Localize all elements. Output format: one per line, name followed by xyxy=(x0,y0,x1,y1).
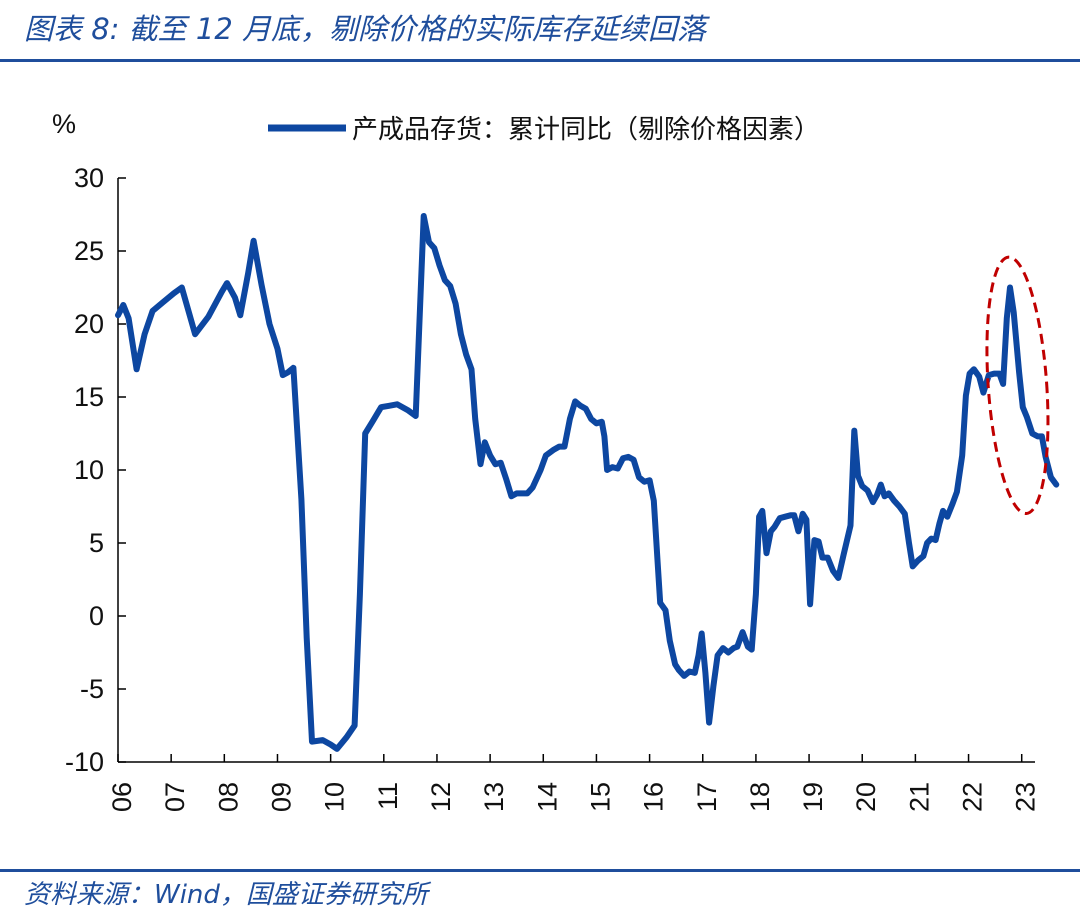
x-tick-label: 17 xyxy=(692,782,722,812)
legend-label: 产成品存货：累计同比（剔除价格因素） xyxy=(352,115,820,145)
y-tick-label: -10 xyxy=(65,747,104,777)
x-tick-label: 13 xyxy=(479,782,509,812)
series-line xyxy=(115,213,1060,752)
y-tick-label: 15 xyxy=(74,382,104,412)
y-axis: 30 25 20 15 10 5 0 -5 -10 xyxy=(65,163,126,777)
x-tick-label: 18 xyxy=(745,782,775,812)
chart-title: 图表 8: 截至 12 月底，剔除价格的实际库存延续回落 xyxy=(24,12,706,46)
y-tick-label: 30 xyxy=(74,163,104,193)
y-tick-label: 25 xyxy=(74,236,104,266)
x-tick-label: 19 xyxy=(798,782,828,812)
x-tick-label: 14 xyxy=(532,782,562,812)
x-tick-label: 11 xyxy=(373,782,403,810)
x-tick-label: 06 xyxy=(107,782,137,812)
source-note: 资料来源：Wind，国盛证券研究所 xyxy=(24,880,428,910)
y-tick-label: 0 xyxy=(89,601,104,631)
y-tick-label: 20 xyxy=(74,309,104,339)
x-tick-label: 08 xyxy=(213,782,243,812)
y-tick-label: 5 xyxy=(89,528,104,558)
y-tick-label: 10 xyxy=(74,455,104,485)
x-tick-label: 07 xyxy=(160,782,190,812)
x-axis: 06 07 08 09 10 11 12 13 14 15 16 17 18 19 20 21 22 23 xyxy=(107,754,1041,812)
x-tick-label: 09 xyxy=(266,782,296,812)
y-axis-unit: % xyxy=(52,109,76,139)
x-tick-label: 10 xyxy=(320,782,350,812)
highlight-ellipse xyxy=(985,255,1050,516)
x-tick-label: 12 xyxy=(426,782,456,812)
footer-divider xyxy=(0,869,1080,872)
line-chart: 产成品存货：累计同比（剔除价格因素） % 30 25 20 15 10 5 0 -5 -10 0… xyxy=(52,109,1060,812)
x-tick-label: 20 xyxy=(851,782,881,812)
header-divider xyxy=(0,59,1080,62)
y-tick-label: -5 xyxy=(80,674,104,704)
x-tick-label: 21 xyxy=(904,782,934,812)
plot-area xyxy=(115,213,1060,752)
chart-legend: 产成品存货：累计同比（剔除价格因素） xyxy=(268,115,820,145)
annotation-layer xyxy=(985,255,1050,516)
x-tick-label: 15 xyxy=(585,782,615,812)
x-tick-label: 23 xyxy=(1011,782,1041,812)
x-tick-label: 22 xyxy=(958,782,988,812)
x-tick-label: 16 xyxy=(639,782,669,812)
